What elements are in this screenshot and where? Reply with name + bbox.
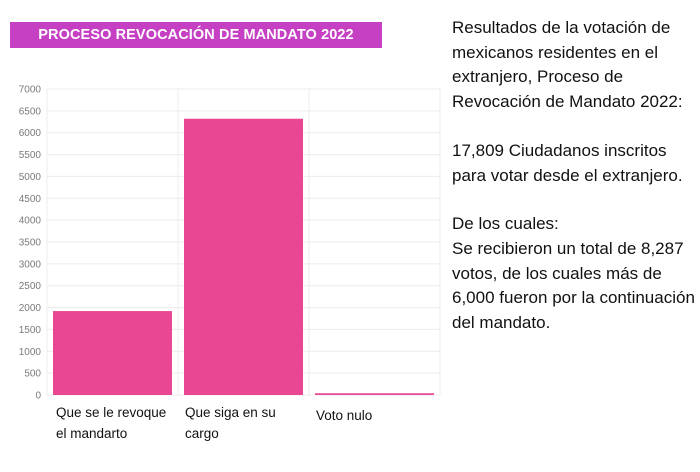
y-tick-label: 500	[24, 369, 41, 380]
category-label-line: Que siga en su	[185, 405, 276, 420]
y-tick-label: 6000	[19, 128, 42, 139]
category-label-line: Voto nulo	[316, 408, 373, 423]
y-tick-label: 4500	[19, 194, 42, 205]
bar	[184, 118, 303, 396]
category-label: Que siga en su cargo	[185, 402, 276, 444]
y-tick-label: 4000	[19, 216, 42, 227]
y-tick-label: 3500	[19, 238, 42, 249]
summary-lead: De los cuales:	[452, 214, 559, 234]
y-tick-label: 1500	[19, 325, 42, 336]
summary-votes: Se recibieron un total de 8,287 votos, d…	[452, 238, 695, 333]
chart-title-banner: PROCESO REVOCACIÓN DE MANDATO 2022	[10, 22, 382, 48]
y-tick-label: 2500	[19, 281, 42, 292]
summary-registered: 17,809 Ciudadanos inscritos para votar d…	[452, 140, 683, 185]
y-tick-label: 2000	[19, 303, 42, 314]
y-tick-label: 3000	[19, 259, 42, 270]
y-tick-label: 5000	[19, 172, 42, 183]
y-tick-label: 7000	[19, 85, 42, 96]
category-label-line: Que se le revoque	[56, 405, 167, 420]
y-tick-label: 5500	[19, 150, 42, 161]
category-label: Voto nulo	[316, 405, 372, 426]
y-tick-label: 1000	[19, 347, 42, 358]
category-label: Que se le revoque el mandarto	[56, 402, 166, 444]
bar	[315, 393, 434, 395]
y-tick-label: 0	[35, 391, 41, 402]
bar	[53, 311, 172, 395]
results-summary: Resultados de la votación de mexicanos r…	[452, 16, 700, 336]
summary-intro: Resultados de la votación de mexicanos r…	[452, 18, 683, 112]
category-label-line: el mandarto	[56, 426, 128, 441]
category-label-line: cargo	[185, 426, 219, 441]
y-tick-label: 6500	[19, 106, 42, 117]
